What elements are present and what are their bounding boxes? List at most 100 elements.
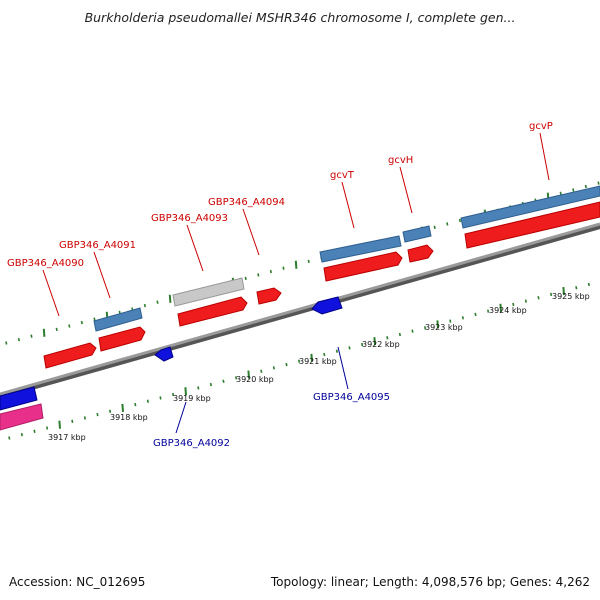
forward-gene-arrow[interactable]	[98, 326, 146, 352]
minor-tick	[244, 276, 247, 281]
minor-tick	[8, 436, 11, 440]
minor-tick	[323, 352, 326, 357]
accession-text: Accession: NC_012695	[9, 575, 146, 589]
kbp-label: 3918 kbp	[110, 413, 148, 422]
forward-gene-arrow[interactable]	[43, 342, 97, 369]
gene-label[interactable]: GBP346_A4092	[153, 438, 230, 449]
minor-tick	[33, 429, 36, 433]
reverse-gene-arrow[interactable]	[311, 296, 343, 315]
minor-tick	[159, 396, 162, 400]
forward-gene-arrow[interactable]	[256, 287, 282, 305]
map-title: Burkholderia pseudomallei MSHR346 chromo…	[84, 10, 516, 25]
chromosome-backbone-shadow	[0, 223, 600, 399]
minor-tick	[143, 303, 146, 308]
genome-summary-text: Topology: linear; Length: 4,098,576 bp; …	[270, 575, 590, 589]
minor-tick	[20, 433, 23, 437]
minor-tick	[134, 402, 137, 407]
minor-tick	[587, 282, 590, 287]
minor-tick	[361, 342, 364, 347]
major-tick	[499, 303, 502, 312]
minor-tick	[411, 329, 414, 333]
minor-tick	[30, 334, 33, 338]
minor-tick	[559, 191, 562, 195]
pink-block[interactable]	[0, 403, 44, 431]
minor-tick	[80, 320, 83, 325]
minor-tick	[172, 392, 175, 397]
minor-tick	[550, 292, 553, 297]
minor-tick	[449, 319, 452, 323]
reverse-gene-arrow[interactable]	[0, 386, 38, 411]
major-tick	[436, 320, 439, 329]
kbp-label: 3923 kbp	[425, 323, 463, 332]
minor-tick	[93, 317, 96, 321]
major-tick	[310, 353, 313, 362]
tick-row-lower	[8, 282, 590, 440]
minor-tick	[257, 273, 260, 277]
gene-label[interactable]: GBP346_A4091	[59, 240, 136, 251]
minor-tick	[55, 327, 58, 332]
forward-gene-arrow[interactable]	[407, 244, 434, 263]
chromosome-backbone	[0, 222, 600, 396]
cds-block[interactable]	[402, 225, 432, 243]
gene-label[interactable]: GBP346_A4095	[313, 392, 390, 403]
minor-tick	[524, 299, 527, 303]
minor-tick	[17, 337, 20, 342]
minor-tick	[269, 269, 272, 274]
cds-blocks	[0, 185, 600, 431]
gene-label[interactable]: gcvH	[388, 155, 413, 166]
cds-block[interactable]	[93, 307, 143, 332]
major-tick	[42, 328, 46, 337]
minor-tick	[512, 302, 515, 307]
minor-tick	[71, 419, 74, 423]
minor-tick	[575, 286, 578, 290]
cds-block[interactable]	[460, 185, 600, 229]
minor-tick	[572, 188, 575, 192]
gene-label[interactable]: GBP346_A4093	[151, 213, 228, 224]
minor-tick	[156, 300, 159, 304]
minor-tick	[487, 309, 490, 313]
major-tick	[562, 287, 565, 296]
minor-tick	[197, 386, 200, 390]
reverse-gene-arrow[interactable]	[154, 346, 174, 362]
gene-label[interactable]: GBP346_A4090	[7, 258, 84, 269]
minor-tick	[83, 416, 86, 420]
kbp-label: 3917 kbp	[48, 433, 86, 442]
minor-tick	[146, 399, 149, 403]
gene-label[interactable]: gcvT	[330, 170, 355, 181]
pseudo-block[interactable]	[172, 277, 245, 307]
minor-tick	[298, 359, 301, 363]
kbp-label: 3919 kbp	[173, 394, 211, 403]
minor-tick	[46, 426, 49, 430]
minor-tick	[461, 316, 464, 320]
forward-gene-arrow[interactable]	[323, 251, 403, 282]
minor-tick	[584, 184, 587, 189]
minor-tick	[424, 326, 427, 330]
tick-row-upper	[5, 181, 600, 345]
minor-tick	[260, 369, 263, 373]
major-tick	[373, 337, 376, 346]
minor-tick	[222, 379, 225, 383]
minor-tick	[386, 336, 389, 340]
minor-tick	[597, 181, 600, 185]
minor-tick	[537, 296, 540, 300]
kbp-label: 3925 kbp	[552, 292, 590, 301]
cds-block[interactable]	[319, 235, 402, 263]
major-tick	[58, 420, 61, 429]
reverse-genes	[0, 296, 343, 411]
minor-tick	[335, 349, 338, 353]
major-tick	[184, 387, 187, 396]
minor-tick	[5, 341, 8, 345]
minor-tick	[446, 222, 449, 226]
forward-gene-arrow[interactable]	[464, 201, 600, 249]
minor-tick	[209, 382, 212, 387]
major-tick	[247, 370, 250, 379]
kbp-label: 3921 kbp	[299, 357, 337, 366]
minor-tick	[398, 332, 401, 337]
gene-label[interactable]: gcvP	[529, 121, 553, 132]
minor-tick	[348, 346, 351, 350]
minor-tick	[96, 412, 99, 417]
forward-gene-arrow[interactable]	[177, 296, 248, 327]
gene-label[interactable]: GBP346_A4094	[208, 197, 285, 208]
forward-genes	[43, 201, 600, 369]
